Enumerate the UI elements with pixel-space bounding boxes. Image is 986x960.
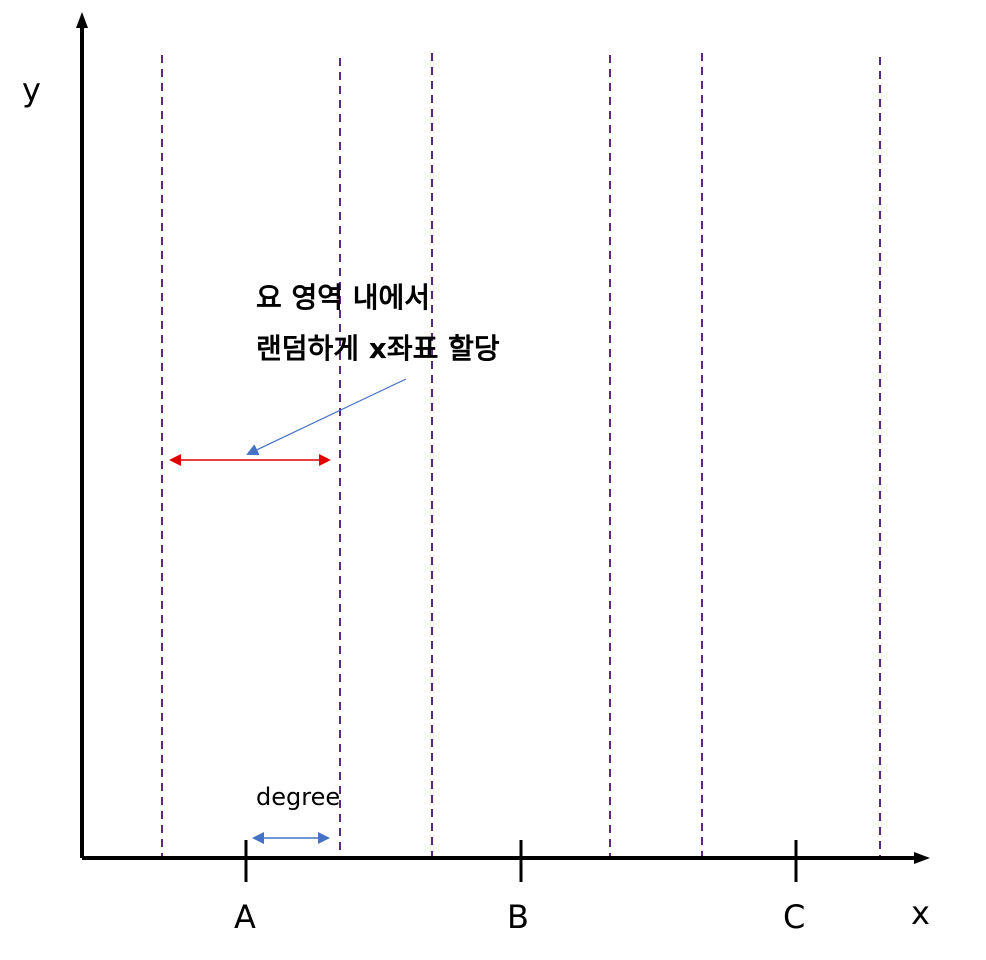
annotation-line-1: 요 영역 내에서 <box>256 281 430 314</box>
x-axis-label: x <box>911 894 930 932</box>
guide-lines <box>161 53 881 860</box>
tick-label-c: C <box>783 898 805 936</box>
y-axis-arrowhead <box>76 12 88 28</box>
x-axis-arrowhead <box>914 852 930 864</box>
pointer-arrow <box>246 378 407 456</box>
tick-label-b: B <box>507 898 529 936</box>
degree-label: degree <box>256 783 340 811</box>
tick-marks <box>244 840 798 882</box>
y-axis-label: y <box>22 71 41 109</box>
annotation-line-2: 랜덤하게 x좌표 할당 <box>256 332 500 365</box>
tick-label-a: A <box>234 898 256 936</box>
